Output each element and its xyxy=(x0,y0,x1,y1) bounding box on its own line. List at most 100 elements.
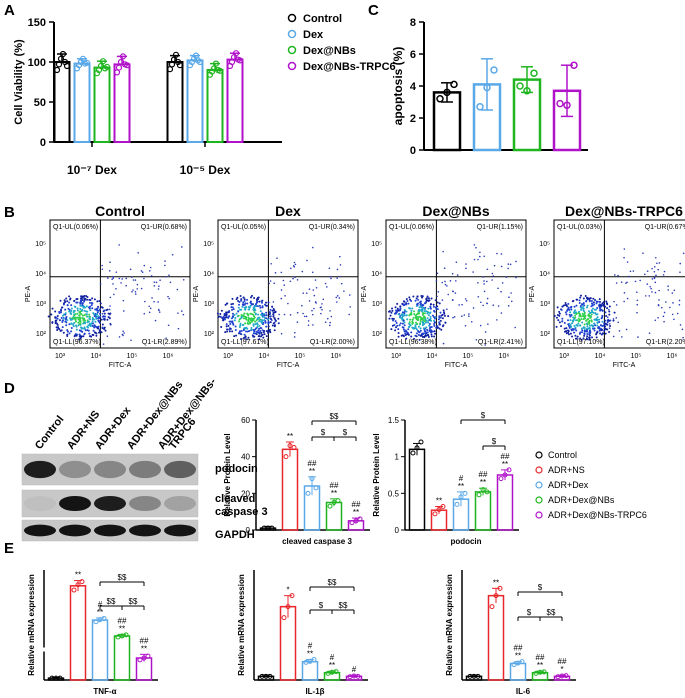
event-dot xyxy=(326,286,328,288)
event-dot xyxy=(500,290,502,293)
event-dot xyxy=(307,320,310,322)
blot-row-label: cleaved xyxy=(215,493,255,505)
event-dot xyxy=(408,296,411,299)
significance-label: ## xyxy=(140,636,149,645)
event-dot xyxy=(427,307,430,310)
event-dot xyxy=(79,337,82,340)
event-dot xyxy=(231,302,234,305)
event-dot xyxy=(260,335,263,338)
event-dot xyxy=(417,298,420,301)
flow-y-tick: 10⁵ xyxy=(539,241,550,248)
event-dot xyxy=(422,319,425,322)
event-dot xyxy=(567,333,570,336)
event-dot xyxy=(415,313,418,316)
event-dot xyxy=(437,291,440,293)
event-dot xyxy=(66,300,69,303)
event-dot xyxy=(425,310,428,313)
event-dot xyxy=(509,263,512,266)
data-point xyxy=(436,95,444,103)
event-dot xyxy=(301,304,303,307)
event-dot xyxy=(597,327,600,330)
event-dot xyxy=(88,322,91,325)
event-dot xyxy=(343,290,345,292)
event-dot xyxy=(426,331,429,334)
event-dot xyxy=(429,331,432,334)
event-dot xyxy=(99,312,102,315)
event-dot xyxy=(272,301,275,303)
event-dot xyxy=(219,313,222,316)
event-dot xyxy=(581,303,584,306)
event-dot xyxy=(232,323,235,326)
event-dot xyxy=(590,324,593,327)
event-dot xyxy=(654,281,657,284)
event-dot xyxy=(644,295,647,297)
event-dot xyxy=(261,319,264,322)
event-dot xyxy=(432,305,435,308)
flow-panel: Dex@NBs-TRPC6 Q1-UL(0.03%) Q1-UR(0.67%) Q1-… xyxy=(529,203,685,369)
event-dot xyxy=(180,310,183,312)
event-dot xyxy=(588,330,591,333)
event-dot xyxy=(105,309,108,312)
event-dot xyxy=(150,275,153,277)
event-dot xyxy=(277,322,280,325)
flow-x-tick: 10³ xyxy=(559,353,570,360)
data-point xyxy=(285,604,291,610)
event-dot xyxy=(65,324,68,327)
event-dot xyxy=(403,308,406,311)
event-dot xyxy=(470,320,473,323)
event-dot xyxy=(97,305,100,308)
event-dot xyxy=(391,309,394,312)
event-dot xyxy=(237,314,240,317)
event-dot xyxy=(240,337,243,340)
quadrant-ll: Q1-LL(96.38%) xyxy=(389,339,437,346)
event-dot xyxy=(587,327,590,330)
event-dot xyxy=(244,322,247,325)
event-dot xyxy=(427,321,430,324)
event-dot xyxy=(241,305,244,308)
flow-x-tick: 10⁴ xyxy=(595,353,606,360)
event-dot xyxy=(608,310,611,313)
event-dot xyxy=(617,274,619,277)
event-dot xyxy=(401,322,404,325)
event-dot xyxy=(81,317,84,320)
bar xyxy=(325,501,343,531)
event-dot xyxy=(330,277,332,280)
event-dot xyxy=(429,317,432,320)
event-dot xyxy=(579,324,582,327)
event-dot xyxy=(437,318,440,321)
event-dot xyxy=(134,290,137,293)
event-dot xyxy=(280,332,283,335)
event-dot xyxy=(314,279,317,281)
event-dot xyxy=(568,313,571,316)
lane-label: Control xyxy=(33,414,67,452)
event-dot xyxy=(246,302,249,305)
event-dot xyxy=(590,313,593,316)
event-dot xyxy=(96,311,99,314)
event-dot xyxy=(268,330,271,333)
event-dot xyxy=(582,318,585,321)
legend-marker xyxy=(287,45,297,55)
event-dot xyxy=(245,330,248,333)
event-dot xyxy=(82,335,85,338)
event-dot xyxy=(586,332,589,335)
event-dot xyxy=(243,327,246,330)
event-dot xyxy=(588,336,591,339)
flow-title: Control xyxy=(95,203,145,219)
event-dot xyxy=(581,321,584,324)
event-dot xyxy=(324,282,327,285)
event-dot xyxy=(91,320,94,323)
event-dot xyxy=(613,311,616,314)
event-dot xyxy=(429,315,432,318)
event-dot xyxy=(601,320,604,323)
event-dot xyxy=(430,319,433,322)
data-point xyxy=(519,659,525,665)
event-dot xyxy=(427,297,430,300)
panel-label-c: C xyxy=(368,2,379,19)
event-dot xyxy=(238,320,241,323)
event-dot xyxy=(451,272,454,275)
event-dot xyxy=(83,327,86,330)
event-dot xyxy=(593,303,596,306)
event-dot xyxy=(669,306,671,309)
event-dot xyxy=(79,307,82,310)
legend-marker xyxy=(535,451,543,459)
